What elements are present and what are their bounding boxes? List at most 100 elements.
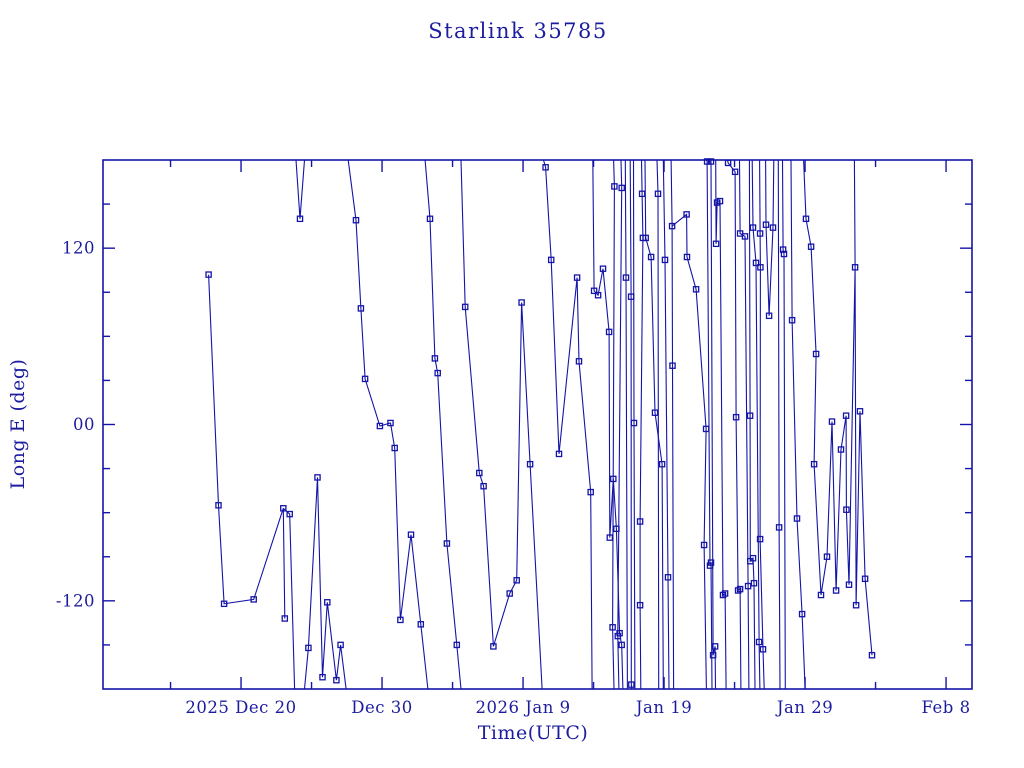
data-point-marker: [431, 355, 439, 362]
data-point-marker: [594, 291, 602, 299]
data-point-marker: [630, 419, 638, 427]
data-point-marker: [724, 159, 732, 167]
data-point-marker: [683, 211, 690, 218]
data-point-marker: [812, 350, 820, 358]
data-point-marker: [817, 591, 825, 599]
x-tick-label: Jan 29: [775, 698, 833, 717]
series-line: [612, 160, 615, 689]
series-line: [624, 160, 628, 689]
series-line: [542, 160, 593, 689]
series-line: [765, 160, 775, 316]
data-point-marker: [823, 553, 831, 560]
data-point-marker: [788, 316, 796, 324]
series-line: [853, 160, 856, 268]
tick-labels: 2025 Dec 20 Dec 30 2026 Jan 9 Jan 19 Jan 29 F…: [56, 239, 970, 717]
data-point-marker: [651, 409, 659, 416]
data-point-marker: [352, 216, 360, 224]
data-point-marker: [476, 469, 483, 477]
data-point-marker: [716, 197, 724, 205]
series-line: [759, 160, 765, 689]
data-point-marker: [845, 581, 853, 588]
data-point-marker: [746, 412, 754, 419]
data-point-marker: [407, 531, 415, 538]
data-point-marker: [692, 286, 700, 293]
data-point-marker: [807, 243, 815, 250]
data-point-marker: [587, 488, 594, 496]
data-point-marker: [324, 599, 331, 606]
series-line: [726, 160, 742, 689]
data-point-marker: [609, 624, 616, 631]
data-point-marker: [642, 234, 649, 242]
series-line: [656, 160, 660, 689]
data-point-marker: [769, 224, 777, 231]
data-point-marker: [280, 505, 287, 512]
data-point-marker: [286, 510, 293, 518]
data-point-marker: [702, 425, 710, 433]
series-line: [632, 160, 636, 689]
data-point-marker: [752, 259, 760, 267]
data-point-marker: [683, 253, 691, 261]
data-point-marker: [712, 240, 720, 248]
series-line: [748, 160, 756, 689]
data-point-marker: [868, 651, 876, 659]
data-point-marker: [627, 293, 635, 300]
data-point-marker: [654, 190, 662, 198]
data-point-marker: [220, 600, 228, 608]
series-line: [303, 477, 347, 689]
data-point-marker: [647, 253, 655, 261]
data-point-marker: [707, 158, 715, 165]
data-point-marker: [281, 615, 289, 622]
data-point-marker: [205, 271, 212, 278]
axis-ticks: [103, 160, 972, 689]
data-point-marker: [628, 681, 635, 688]
data-point-marker: [664, 574, 672, 581]
data-point-marker: [852, 601, 860, 609]
data-point-marker: [658, 460, 666, 468]
data-point-marker: [749, 554, 757, 562]
data-point-marker: [756, 535, 764, 543]
data-point-marker: [611, 183, 618, 190]
data-point-marker: [622, 274, 630, 281]
data-point-marker: [669, 362, 676, 369]
data-point-marker: [614, 632, 622, 640]
data-point-marker: [250, 596, 257, 603]
x-tick-label: 2025 Dec 20: [185, 698, 296, 717]
data-point-marker: [756, 230, 764, 237]
data-point-marker: [575, 358, 583, 365]
data-point-marker: [793, 515, 801, 522]
data-point-marker: [618, 641, 625, 649]
data-point-marker: [490, 643, 497, 650]
data-point-marker: [361, 375, 369, 383]
data-point-marker: [721, 590, 729, 597]
data-point-marker: [461, 303, 469, 311]
data-point-marker: [802, 215, 810, 223]
series-line: [644, 160, 664, 689]
data-point-marker: [518, 299, 525, 306]
data-point-marker: [703, 158, 711, 165]
data-point-marker: [333, 676, 340, 684]
data-point-marker: [837, 446, 845, 453]
series-line: [208, 274, 286, 619]
y-tick-label: -120: [56, 591, 95, 610]
data-point-marker: [765, 312, 773, 320]
data-point-marker: [736, 585, 744, 593]
series-line: [670, 160, 675, 689]
data-point-marker: [759, 646, 767, 653]
data-point-marker: [314, 474, 321, 481]
data-point-marker: [387, 419, 394, 427]
data-point-marker: [547, 256, 555, 264]
series-line: [639, 160, 644, 689]
data-point-marker: [851, 264, 859, 271]
data-point-marker: [526, 460, 534, 468]
x-tick-label: Dec 30: [351, 698, 412, 717]
data-point-marker: [215, 502, 222, 509]
data-point-marker: [731, 168, 739, 176]
series-line: [347, 160, 429, 689]
data-point-marker: [636, 601, 644, 609]
data-point-marker: [610, 475, 617, 483]
data-point-marker: [397, 616, 404, 624]
data-point-marker: [426, 215, 434, 223]
data-point-marker: [798, 610, 806, 618]
data-point-marker: [842, 412, 850, 419]
